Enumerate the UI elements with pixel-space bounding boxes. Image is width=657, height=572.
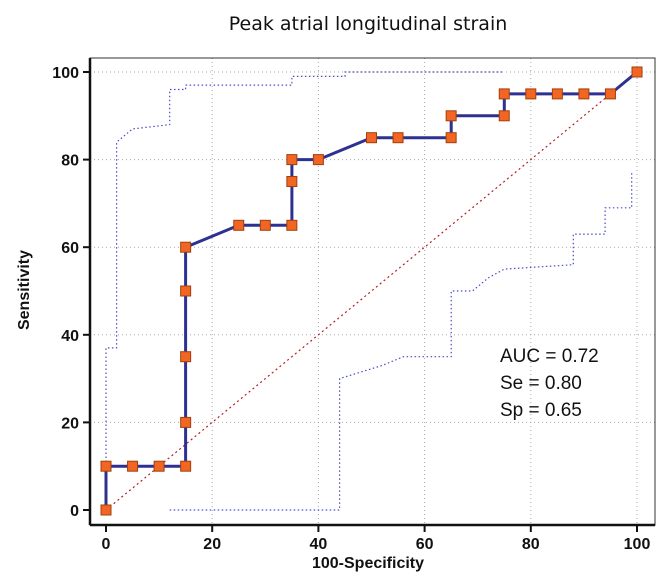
grid [90, 58, 655, 525]
x-tick-label: 100 [624, 536, 651, 553]
roc-point-marker [127, 460, 139, 472]
roc-point-marker [366, 132, 377, 144]
roc-point-marker [392, 132, 404, 144]
confidence-band [105, 71, 633, 511]
x-tick-label: 40 [310, 536, 328, 553]
plot-frame [89, 57, 656, 526]
axis-ticks: 0 20 40 60 80 100 0 20 40 60 80 100 [52, 65, 650, 553]
ci-upper-line [105, 71, 505, 510]
roc-point-marker [100, 460, 112, 472]
x-tick-label: 20 [203, 536, 221, 553]
x-tick-label: 0 [102, 536, 111, 553]
specificity-annotation: Sp = 0.65 [500, 400, 582, 421]
y-tick-label: 80 [61, 153, 79, 170]
roc-point-marker [498, 110, 510, 122]
roc-point-marker [259, 219, 271, 231]
y-tick-label: 20 [61, 415, 79, 432]
x-axis-label: 100-Specificity [312, 555, 424, 572]
x-tick-label: 60 [416, 536, 434, 553]
roc-point-marker [180, 241, 192, 253]
roc-point-marker [286, 176, 298, 187]
roc-point-marker [631, 66, 643, 78]
x-tick-label: 80 [522, 536, 540, 553]
roc-point-marker [578, 88, 590, 100]
y-tick-label: 0 [70, 503, 79, 520]
y-tick-label: 60 [61, 240, 79, 257]
roc-point-marker [286, 219, 298, 231]
roc-point-marker [445, 110, 457, 122]
roc-point-marker [180, 460, 192, 472]
sensitivity-annotation: Se = 0.80 [500, 373, 582, 394]
roc-point-marker [180, 416, 192, 428]
roc-markers [100, 66, 643, 516]
roc-point-marker [498, 88, 510, 100]
y-tick-label: 40 [61, 328, 79, 345]
roc-point-marker [180, 351, 192, 363]
roc-point-marker [286, 154, 298, 166]
roc-point-marker [312, 154, 324, 166]
roc-point-marker [100, 504, 112, 516]
y-axis-label: Sensitivity [16, 250, 33, 330]
chart-title: Peak atrial longitudinal strain [229, 13, 508, 35]
roc-point-marker [604, 88, 616, 100]
roc-point-marker [445, 132, 457, 144]
auc-annotation: AUC = 0.72 [500, 346, 599, 367]
roc-point-marker [233, 219, 245, 231]
roc-point-marker [551, 88, 563, 100]
roc-point-marker [525, 88, 537, 100]
roc-point-marker [180, 285, 192, 297]
roc-point-marker [153, 460, 165, 472]
y-tick-label: 100 [52, 65, 79, 82]
